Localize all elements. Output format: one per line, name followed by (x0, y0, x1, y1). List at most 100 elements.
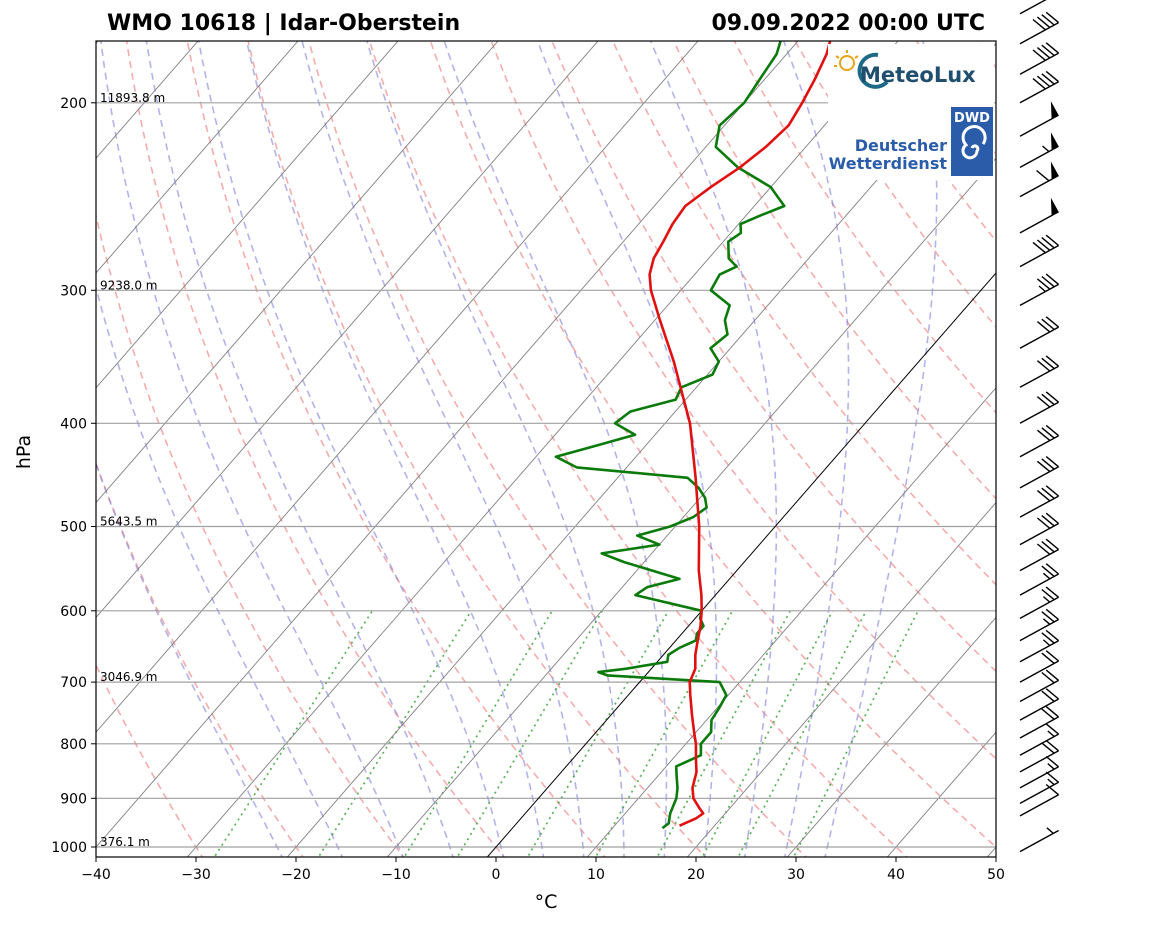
y-axis-label: hPa (13, 435, 35, 469)
plot-frame (95, 40, 997, 858)
wind-barb (1019, 586, 1060, 620)
wind-barb (1019, 723, 1060, 756)
isotherm-line (286, 42, 996, 857)
wind-barb (1019, 739, 1060, 773)
wind-barb (1019, 538, 1060, 572)
dry-adiabat-line (96, 663, 204, 857)
dry-adiabat-line (96, 212, 405, 857)
wind-barb (1019, 234, 1060, 268)
wind-barbs (1019, 0, 1060, 853)
mixing-ratio-line (656, 610, 791, 857)
mixing-ratio-line (701, 610, 834, 857)
moist-adiabat-line (96, 284, 344, 857)
wind-barb (1019, 316, 1060, 349)
y-tick-label: 400 (60, 416, 87, 432)
meteolux-logo: MeteoLux (828, 44, 994, 104)
dry-adiabat-line (551, 41, 996, 673)
dry-adiabat-line (125, 41, 506, 857)
wind-barb (1019, 424, 1060, 458)
wind-barb (1019, 197, 1059, 234)
y-tick-label: 300 (60, 283, 87, 299)
chart-title-station: WMO 10618 | Idar-Oberstein (107, 11, 460, 36)
y-tick-label: 700 (60, 675, 87, 691)
wind-barb (1019, 755, 1060, 789)
wind-barb (1019, 0, 1047, 15)
zero-isotherm-line (486, 272, 996, 857)
x-tick-label: 0 (492, 867, 501, 883)
dwd-badge-text: DWD (954, 111, 990, 126)
x-tick-label: −20 (281, 867, 311, 883)
isotherm-line (96, 41, 699, 733)
x-tick-label: −10 (381, 867, 411, 883)
dry-adiabat-line (96, 461, 304, 857)
sun-icon (834, 50, 859, 71)
mixing-ratio-line (526, 610, 670, 857)
moist-adiabat-line (443, 41, 668, 857)
moist-adiabat-line (145, 41, 454, 857)
meteolux-swirl-icon (857, 52, 889, 89)
dry-adiabat-line (429, 41, 996, 849)
x-tick-label: 50 (987, 867, 1005, 883)
wind-barb (1019, 391, 1060, 424)
moist-adiabat-line (536, 41, 718, 857)
moist-adiabat-line (99, 41, 404, 857)
x-tick-label: 40 (887, 867, 905, 883)
isotherm-line (0, 0, 240, 861)
dry-adiabat-line (987, 0, 1160, 861)
dry-adiabat-line (1039, 0, 1160, 861)
moist-adiabat-line (366, 41, 625, 857)
dwd-badge (951, 107, 993, 176)
wind-barb (1019, 771, 1060, 805)
dry-adiabat-line (490, 41, 996, 760)
mixing-ratio-lines (213, 610, 919, 857)
isotherm-line (96, 41, 499, 504)
moist-adiabat-line (301, 41, 585, 857)
isotherms (0, 0, 996, 861)
wind-barb (1019, 70, 1060, 104)
wind-barb (1019, 132, 1059, 169)
y-tick-label: 200 (60, 96, 87, 112)
temperature-line (648, 41, 832, 827)
wind-barb (1019, 629, 1060, 663)
y-tick-label: 900 (60, 791, 87, 807)
wind-barb (1019, 11, 1060, 45)
wind-barb (1019, 42, 1060, 75)
wind-barb (1019, 650, 1060, 683)
moist-adiabat-line (649, 41, 778, 857)
height-label: 11893.8 m (100, 91, 165, 105)
dry-adiabat-line (1143, 0, 1160, 861)
x-axis-label: °C (535, 891, 558, 913)
isotherm-line (96, 41, 799, 848)
moist-adiabats (96, 41, 938, 857)
mixing-ratio-line (213, 610, 374, 857)
height-label: 3046.9 m (100, 670, 158, 684)
isotherm-line (586, 387, 996, 857)
mixing-ratio-line (403, 610, 553, 857)
x-tick-label: 10 (587, 867, 605, 883)
moist-adiabat-line (197, 41, 505, 857)
profiles (554, 41, 832, 830)
wind-barb (1019, 669, 1060, 703)
y-tick-label: 1000 (51, 840, 87, 856)
isotherm-line (386, 157, 996, 857)
moist-adiabat-line (782, 41, 850, 857)
wind-barb (1019, 161, 1059, 198)
dry-adiabats (96, 0, 1160, 861)
height-label: 5643.5 m (100, 515, 158, 529)
y-tick-label: 600 (60, 604, 87, 620)
wind-barb (1019, 101, 1059, 137)
wind-barb (1019, 485, 1060, 518)
moist-adiabat-line (824, 41, 938, 857)
dry-adiabat-line (733, 41, 996, 414)
meteolux-logo-bg (828, 44, 994, 104)
dwd-spiral-icon (961, 125, 987, 160)
wind-barb (1019, 456, 1060, 489)
mixing-ratio-line (594, 610, 734, 857)
wind-barb (1019, 563, 1060, 596)
wind-barb (1019, 512, 1060, 546)
isotherm-line (786, 616, 996, 857)
dry-adiabat-line (794, 41, 996, 329)
isotherm-line (96, 41, 399, 389)
wind-barb (1019, 706, 1060, 739)
